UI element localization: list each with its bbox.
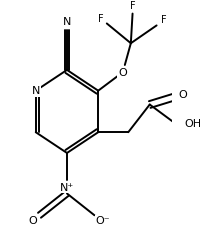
- Text: N: N: [63, 17, 71, 27]
- Text: O: O: [118, 68, 127, 78]
- Text: O⁻: O⁻: [96, 216, 110, 226]
- Text: N⁺: N⁺: [60, 183, 74, 193]
- Text: N: N: [32, 86, 40, 96]
- Text: OH: OH: [184, 119, 200, 129]
- Text: F: F: [98, 14, 104, 24]
- Text: F: F: [161, 15, 166, 25]
- Text: O: O: [28, 216, 37, 226]
- Text: O: O: [178, 90, 187, 100]
- Text: F: F: [130, 1, 135, 11]
